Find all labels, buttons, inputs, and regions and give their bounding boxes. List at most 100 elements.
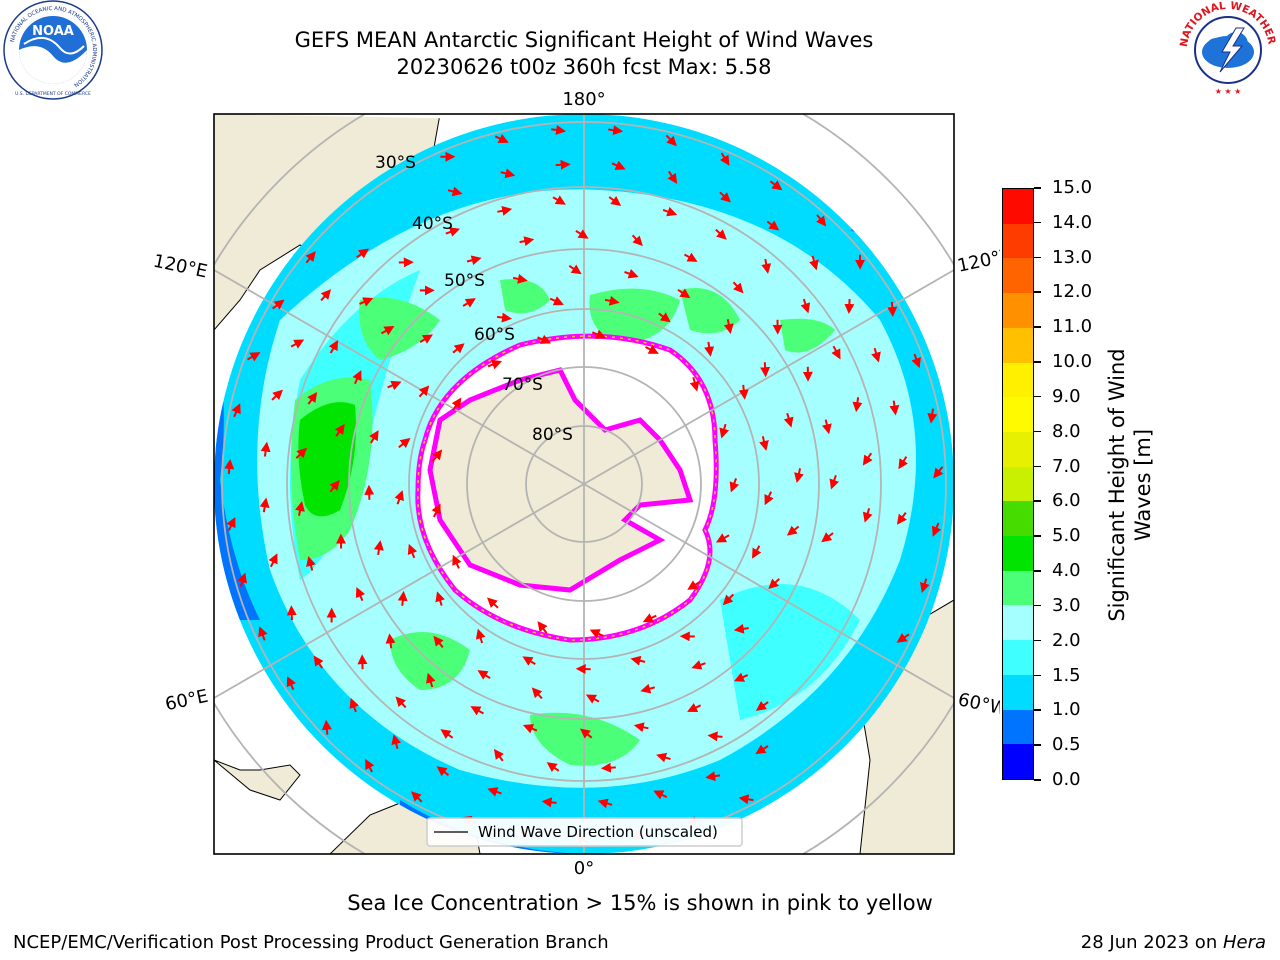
wave-arrow xyxy=(689,376,700,392)
colorbar-label-line-1: Significant Height of Wind xyxy=(1105,348,1129,622)
wave-arrow xyxy=(608,195,622,206)
wave-arrow xyxy=(759,436,769,451)
colorbar-tick-label: 5.0 xyxy=(1052,525,1081,547)
wave-arrow xyxy=(497,205,513,216)
wave-arrow xyxy=(705,771,721,782)
wave-arrow xyxy=(306,556,316,571)
wave-arrow xyxy=(642,613,657,623)
wave-arrow xyxy=(397,590,408,606)
wave-arrow xyxy=(237,572,247,588)
wave-arrow xyxy=(783,412,794,428)
wave-arrow xyxy=(452,554,462,569)
wave-arrow xyxy=(226,516,236,531)
wave-arrow xyxy=(597,798,613,809)
wave-arrow xyxy=(537,334,552,344)
wave-arrow xyxy=(411,791,423,803)
wave-arrow xyxy=(418,385,430,398)
colorbar-segment xyxy=(1003,674,1033,710)
colorbar-tick-label: 0.5 xyxy=(1052,734,1081,756)
wave-direction-arrows xyxy=(224,124,944,844)
map-frame xyxy=(213,113,955,855)
wave-arrow xyxy=(552,195,566,205)
lon-label-120e: 120°E xyxy=(151,251,209,283)
wave-arrow xyxy=(611,160,626,170)
wave-arrow xyxy=(733,623,749,634)
colorbar-segment xyxy=(1003,327,1033,363)
colorbar-tick-label: 13.0 xyxy=(1052,246,1093,268)
wave-arrow xyxy=(829,474,839,490)
colorbar-segment xyxy=(1003,397,1033,432)
wave-arrow xyxy=(862,508,873,523)
colorbar-tick-label: 1.5 xyxy=(1052,664,1081,686)
colorbar-segment xyxy=(1003,189,1033,224)
wave-arrow xyxy=(258,626,268,641)
lat-label-70s: 70°S xyxy=(502,375,543,395)
wave-arrow xyxy=(466,255,482,266)
wave-arrow xyxy=(568,264,582,275)
wave-arrow xyxy=(531,687,543,700)
wave-arrow xyxy=(546,762,560,773)
wave-arrow xyxy=(604,295,620,306)
wave-arrow xyxy=(589,629,604,639)
wave-arrow xyxy=(633,722,649,733)
wave-arrow xyxy=(435,591,445,606)
colorbar-tick-label: 7.0 xyxy=(1052,455,1081,477)
wave-arrow xyxy=(769,180,783,191)
wave-arrow xyxy=(549,296,564,306)
wave-arrow xyxy=(809,255,819,271)
wave-arrow xyxy=(419,334,433,344)
wave-arrow xyxy=(487,359,503,370)
lon-label-0: 0° xyxy=(574,858,594,879)
wave-arrow xyxy=(247,352,261,362)
wave-arrow xyxy=(541,797,557,808)
colorbar-segment xyxy=(1003,258,1033,294)
wave-arrow xyxy=(259,497,270,513)
wave-arrow xyxy=(321,719,332,735)
wave-arrow xyxy=(920,578,930,593)
wave-arrow xyxy=(391,734,402,749)
sea-ice-note: Sea Ice Concentration > 15% is shown in … xyxy=(347,891,933,915)
wave-arrow xyxy=(268,553,278,568)
colorbar-tick-label: 6.0 xyxy=(1052,490,1081,512)
wave-arrow xyxy=(477,670,491,680)
wave-arrow xyxy=(519,236,535,247)
wave-arrow xyxy=(313,655,324,669)
wave-arrow xyxy=(385,633,396,649)
wave-arrow xyxy=(707,731,723,742)
wave-arrow xyxy=(898,456,908,470)
wave-arrow xyxy=(359,297,374,307)
wave-arrow xyxy=(816,214,827,227)
wave-arrow xyxy=(295,447,308,459)
wave-arrow xyxy=(355,586,366,602)
host-name: Hera xyxy=(1222,932,1266,953)
lat-label-40s: 40°S xyxy=(412,214,453,234)
colorbar-tick-label: 0.0 xyxy=(1052,769,1081,790)
wave-arrow xyxy=(896,633,910,643)
wave-arrow xyxy=(887,301,898,317)
wave-arrow xyxy=(927,408,938,424)
wave-arrow xyxy=(684,252,698,262)
wave-arrow xyxy=(761,258,772,274)
colorbar-segment xyxy=(1003,501,1033,537)
wave-arrow xyxy=(722,593,735,606)
wave-arrow xyxy=(931,522,942,537)
lon-label-60e: 60°E xyxy=(163,686,210,716)
wave-arrow xyxy=(373,540,384,556)
wave-arrow xyxy=(433,635,444,649)
colorbar-segment xyxy=(1003,466,1033,502)
wave-arrow xyxy=(608,125,624,136)
wave-arrow xyxy=(852,397,863,413)
wave-arrow xyxy=(631,234,643,247)
wave-arrow xyxy=(755,700,769,711)
colorbar-tick-label: 11.0 xyxy=(1052,316,1093,338)
colorbar-tick-label: 3.0 xyxy=(1052,594,1081,616)
colorbar-tick-label: 1.0 xyxy=(1052,699,1081,721)
wave-arrow xyxy=(752,545,762,559)
wave-arrow xyxy=(738,794,754,805)
wave-arrow xyxy=(719,191,731,203)
colorbar-segment xyxy=(1003,640,1033,675)
wave-arrow xyxy=(733,672,749,682)
wave-arrow xyxy=(445,227,461,237)
wave-arrow xyxy=(831,345,841,360)
colorbar-label: Significant Height of Wind Waves [m] xyxy=(1104,275,1156,695)
